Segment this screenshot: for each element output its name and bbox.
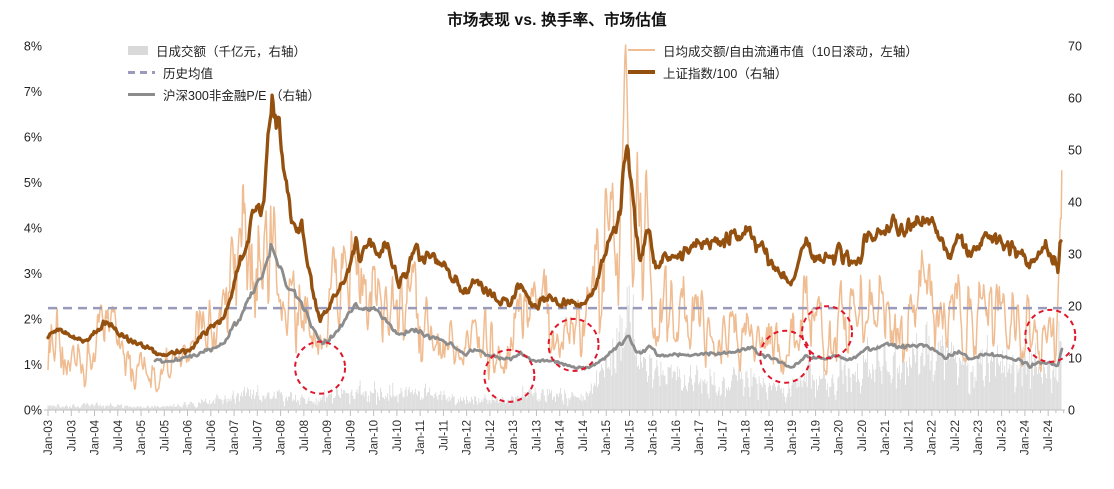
svg-text:Jul-04: Jul-04 — [113, 419, 125, 451]
line-swatch-icon — [628, 49, 655, 51]
svg-text:Jan-18: Jan-18 — [741, 420, 753, 455]
svg-text:Jan-24: Jan-24 — [1020, 419, 1032, 455]
svg-text:Jul-06: Jul-06 — [206, 420, 218, 451]
svg-text:Jul-19: Jul-19 — [810, 420, 822, 451]
legend-label: 日均成交额/自由流通市值（10日滚动，左轴） — [663, 44, 918, 59]
svg-text:Jul-09: Jul-09 — [345, 420, 357, 451]
svg-text:10: 10 — [1068, 352, 1082, 366]
svg-text:Jan-10: Jan-10 — [369, 420, 381, 455]
svg-text:6%: 6% — [24, 131, 42, 145]
y-axis-left: 0% 1% 2% 3% 4% 5% 6% 7% 8% — [24, 40, 42, 418]
svg-text:8%: 8% — [24, 40, 42, 54]
dashed-line-swatch-icon — [128, 70, 155, 74]
legend-item-shanghai-index: 上证指数/100（右轴） — [628, 61, 918, 83]
legend-item-turnover-ratio: 日均成交额/自由流通市值（10日滚动，左轴） — [628, 39, 918, 61]
annotation-circles — [294, 305, 1077, 403]
line-swatch-icon — [128, 92, 155, 96]
svg-text:Jul-22: Jul-22 — [950, 420, 962, 451]
svg-text:Jan-19: Jan-19 — [787, 420, 799, 455]
svg-text:Jan-22: Jan-22 — [927, 420, 939, 455]
svg-text:40: 40 — [1068, 196, 1082, 210]
svg-text:4%: 4% — [24, 222, 42, 236]
daily-volume-bars-series — [47, 285, 1062, 410]
svg-text:Jul-03: Jul-03 — [66, 420, 78, 451]
svg-text:Jan-08: Jan-08 — [276, 420, 288, 455]
legend-label: 日成交额（千亿元，右轴） — [156, 44, 307, 59]
svg-text:2%: 2% — [24, 313, 42, 327]
svg-text:Jan-20: Jan-20 — [834, 420, 846, 455]
svg-text:3%: 3% — [24, 267, 42, 281]
svg-text:Jul-24: Jul-24 — [1043, 419, 1055, 451]
svg-text:Jul-05: Jul-05 — [159, 420, 171, 451]
svg-text:0: 0 — [1068, 404, 1075, 418]
svg-text:Jul-08: Jul-08 — [299, 420, 311, 451]
svg-text:0%: 0% — [24, 404, 42, 418]
svg-text:Jul-11: Jul-11 — [438, 420, 450, 450]
svg-text:Jul-16: Jul-16 — [671, 420, 683, 451]
svg-text:Jan-03: Jan-03 — [43, 420, 55, 455]
svg-text:Jul-13: Jul-13 — [531, 420, 543, 451]
svg-text:Jan-21: Jan-21 — [880, 420, 892, 455]
svg-text:1%: 1% — [24, 358, 42, 372]
svg-text:Jul-20: Jul-20 — [857, 420, 869, 451]
svg-text:Jan-23: Jan-23 — [973, 420, 985, 455]
svg-text:30: 30 — [1068, 248, 1082, 262]
line-series-group — [46, 44, 1064, 393]
svg-text:Jul-21: Jul-21 — [903, 420, 915, 451]
svg-text:Jan-07: Jan-07 — [229, 420, 241, 455]
line-swatch-icon — [628, 70, 655, 74]
svg-text:Jul-17: Jul-17 — [717, 420, 729, 451]
x-axis: Jan-03 Jul-03 Jan-04 Jul-04 Jan-05 Jul-05 Jan-… — [43, 409, 1065, 455]
legend-label: 沪深300非金融P/E （右轴） — [163, 88, 320, 103]
svg-text:Jul-18: Jul-18 — [764, 420, 776, 451]
svg-text:Jan-12: Jan-12 — [462, 420, 474, 455]
svg-text:Jan-11: Jan-11 — [415, 420, 427, 454]
svg-text:Jul-23: Jul-23 — [996, 420, 1008, 451]
svg-text:Jan-13: Jan-13 — [508, 420, 520, 455]
svg-text:Jan-15: Jan-15 — [601, 420, 613, 455]
svg-text:Jan-09: Jan-09 — [322, 420, 334, 455]
svg-text:Jul-10: Jul-10 — [392, 420, 404, 451]
legend-right: 日均成交额/自由流通市值（10日滚动，左轴） 上证指数/100（右轴） — [628, 39, 918, 83]
legend-item-historical-mean: 历史均值 — [128, 61, 320, 83]
legend-left: 日成交额（千亿元，右轴） 历史均值 沪深300非金融P/E （右轴） — [128, 39, 320, 105]
svg-text:20: 20 — [1068, 300, 1082, 314]
svg-text:Jan-16: Jan-16 — [648, 420, 660, 455]
svg-text:Jan-17: Jan-17 — [694, 420, 706, 455]
legend-item-daily-volume: 日成交额（千亿元，右轴） — [128, 39, 320, 61]
svg-text:Jul-14: Jul-14 — [578, 419, 590, 451]
legend-label: 历史均值 — [163, 66, 214, 81]
svg-text:Jan-14: Jan-14 — [555, 419, 567, 455]
chart-title: 市场表现 vs. 换手率、市场估值 — [447, 12, 667, 29]
svg-text:Jul-12: Jul-12 — [485, 420, 497, 451]
legend-item-csi300-pe: 沪深300非金融P/E （右轴） — [128, 83, 320, 105]
y-axis-right: 0 10 20 30 40 50 60 70 — [1068, 40, 1082, 418]
svg-text:Jan-05: Jan-05 — [136, 420, 148, 455]
svg-text:Jan-06: Jan-06 — [183, 420, 195, 455]
bar-swatch-icon — [128, 45, 148, 55]
svg-text:Jan-04: Jan-04 — [90, 419, 102, 455]
legend-label: 上证指数/100（右轴） — [663, 66, 788, 81]
svg-text:Jul-07: Jul-07 — [252, 420, 264, 451]
svg-text:7%: 7% — [24, 85, 42, 99]
svg-text:50: 50 — [1068, 144, 1082, 158]
svg-text:5%: 5% — [24, 176, 42, 190]
svg-text:70: 70 — [1068, 40, 1082, 54]
svg-text:60: 60 — [1068, 92, 1082, 106]
svg-text:Jul-15: Jul-15 — [624, 420, 636, 451]
